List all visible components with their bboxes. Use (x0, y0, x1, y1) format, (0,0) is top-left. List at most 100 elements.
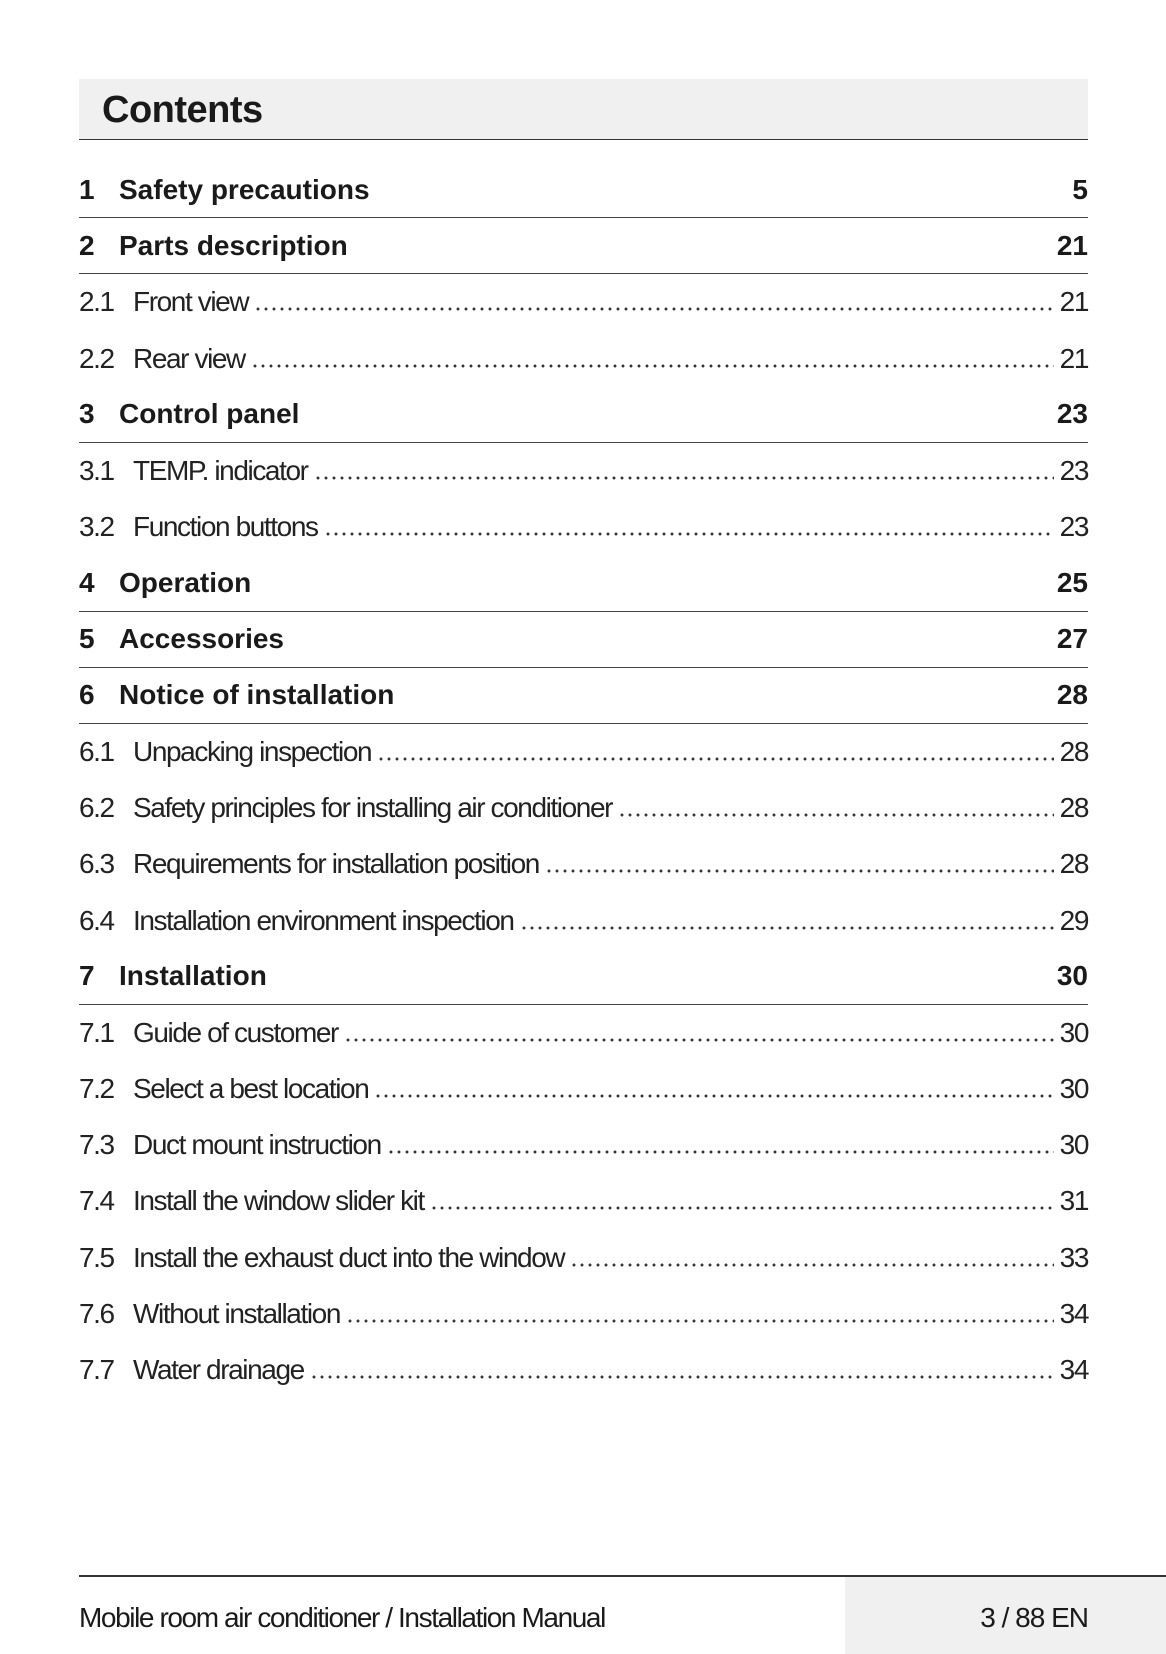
entry-title: Without installation (133, 1297, 341, 1329)
leader-dots (346, 1318, 1054, 1323)
entry-number: 3.2 (79, 511, 115, 543)
toc-entry: 6.2 Safety principles for installing air … (79, 780, 1090, 836)
entry-page: 23 (1059, 455, 1090, 487)
entry-page: 28 (1059, 735, 1090, 767)
leader-dots (305, 419, 1050, 423)
toc-entry: 4 Operation 25 (79, 555, 1088, 612)
footer-page-box (845, 1577, 1166, 1654)
entry-number: 7.4 (79, 1185, 115, 1217)
toc-entry: 6.4 Installation environment inspection 29 (79, 892, 1090, 948)
entry-page: 30 (1059, 1073, 1090, 1105)
toc-entry: 6 Notice of installation 28 (79, 668, 1088, 724)
entry-page: 30 (1059, 1129, 1090, 1161)
leader-dots (400, 700, 1050, 704)
leader-dots (519, 925, 1054, 930)
entry-title: Operation (119, 566, 252, 598)
entry-number: 4 (79, 566, 95, 598)
toc-entry: 7.3 Duct mount instruction 30 (79, 1117, 1090, 1173)
leader-dots (257, 588, 1051, 592)
entry-title: Notice of installation (119, 679, 395, 711)
entry-number: 6 (79, 679, 95, 711)
toc-entry: 7 Installation 30 (79, 949, 1088, 1005)
title: Contents (102, 89, 263, 131)
entry-number: 1 (79, 173, 95, 205)
entry-number: 7.2 (79, 1073, 115, 1105)
entry-number: 7.6 (79, 1297, 115, 1329)
entry-number: 2.2 (79, 342, 115, 374)
leader-dots (313, 476, 1054, 481)
footer-title: Mobile room air conditioner / Installati… (79, 1602, 606, 1633)
entry-number: 6.3 (79, 848, 115, 880)
entry-number: 2 (79, 229, 95, 261)
toc-entry: 6.3 Requirements for installation positio… (79, 836, 1090, 892)
entry-number: 5 (79, 623, 95, 655)
leader-dots (354, 251, 1051, 255)
entry-title: Rear view (133, 342, 246, 374)
toc: 1 Safety precautions 5 2 Parts description 21… (79, 162, 1090, 1398)
entry-number: 6.1 (79, 735, 115, 767)
entry-number: 7.3 (79, 1129, 115, 1161)
toc-entry: 2 Parts description 21 (79, 218, 1088, 275)
entry-number: 3 (79, 398, 95, 430)
footer-rule (79, 1575, 1166, 1577)
entry-title: Function buttons (133, 511, 319, 543)
leader-dots (273, 981, 1051, 985)
toc-entry: 6.1 Unpacking inspection 28 (79, 724, 1090, 780)
leader-dots (618, 813, 1054, 818)
entry-page: 34 (1059, 1297, 1090, 1329)
toc-entry: 3.2 Function buttons 23 (79, 499, 1090, 555)
entry-page: 28 (1056, 679, 1088, 711)
entry-title: Unpacking inspection (133, 735, 373, 767)
entry-page: 23 (1059, 511, 1090, 543)
entry-number: 7 (79, 960, 95, 992)
entry-page: 21 (1059, 342, 1090, 374)
entry-number: 7.1 (79, 1016, 115, 1048)
entry-number: 2.1 (79, 286, 115, 318)
entry-page: 30 (1059, 1016, 1090, 1048)
toc-entry: 3 Control panel 23 (79, 387, 1088, 443)
entry-page: 27 (1056, 623, 1088, 655)
leader-dots (250, 363, 1054, 368)
leader-dots (429, 1206, 1054, 1211)
toc-entry: 1 Safety precautions 5 (79, 162, 1088, 219)
entry-page: 30 (1056, 960, 1088, 992)
entry-title: Duct mount instruction (133, 1129, 382, 1161)
entry-page: 23 (1056, 398, 1088, 430)
entry-page: 31 (1059, 1185, 1090, 1217)
entry-title: Accessories (119, 623, 285, 655)
toc-entry: 7.5 Install the exhaust duct into the win… (79, 1230, 1089, 1286)
entry-title: Guide of customer (133, 1016, 339, 1048)
entry-page: 28 (1059, 792, 1090, 824)
entry-number: 7.5 (79, 1241, 115, 1273)
entry-title: Safety precautions (119, 173, 370, 205)
entry-page: 28 (1059, 848, 1090, 880)
toc-entry: 7.4 Install the window slider kit 31 (79, 1173, 1090, 1229)
toc-entry: 3.1 TEMP. indicator 23 (79, 443, 1090, 499)
entry-page: 21 (1056, 229, 1088, 261)
leader-dots (323, 532, 1054, 537)
entry-title: Install the window slider kit (133, 1185, 425, 1217)
leader-dots (343, 1037, 1054, 1042)
entry-page: 34 (1059, 1354, 1090, 1386)
entry-title: TEMP. indicator (133, 455, 309, 487)
entry-title: Front view (133, 286, 250, 318)
entry-page: 25 (1056, 566, 1088, 598)
footer-page: 3 / 88 EN (980, 1602, 1089, 1633)
leader-dots (570, 1262, 1054, 1267)
leader-dots (254, 307, 1054, 312)
leader-dots (377, 756, 1054, 761)
entry-title: Select a best location (133, 1073, 370, 1105)
entry-title: Safety principles for installing air con… (133, 792, 613, 824)
toc-entry: 7.7 Water drainage 34 (79, 1342, 1090, 1398)
entry-page: 29 (1059, 904, 1090, 936)
entry-title: Control panel (119, 398, 300, 430)
leader-dots (376, 195, 1067, 199)
toc-entry: 2.1 Front view 21 (79, 274, 1090, 330)
entry-page: 21 (1059, 286, 1090, 318)
toc-entry: 2.2 Rear view 21 (79, 331, 1090, 387)
entry-number: 6.2 (79, 792, 115, 824)
toc-entry: 7.6 Without installation 34 (79, 1286, 1090, 1342)
leader-dots (290, 644, 1051, 648)
leader-dots (386, 1150, 1054, 1155)
